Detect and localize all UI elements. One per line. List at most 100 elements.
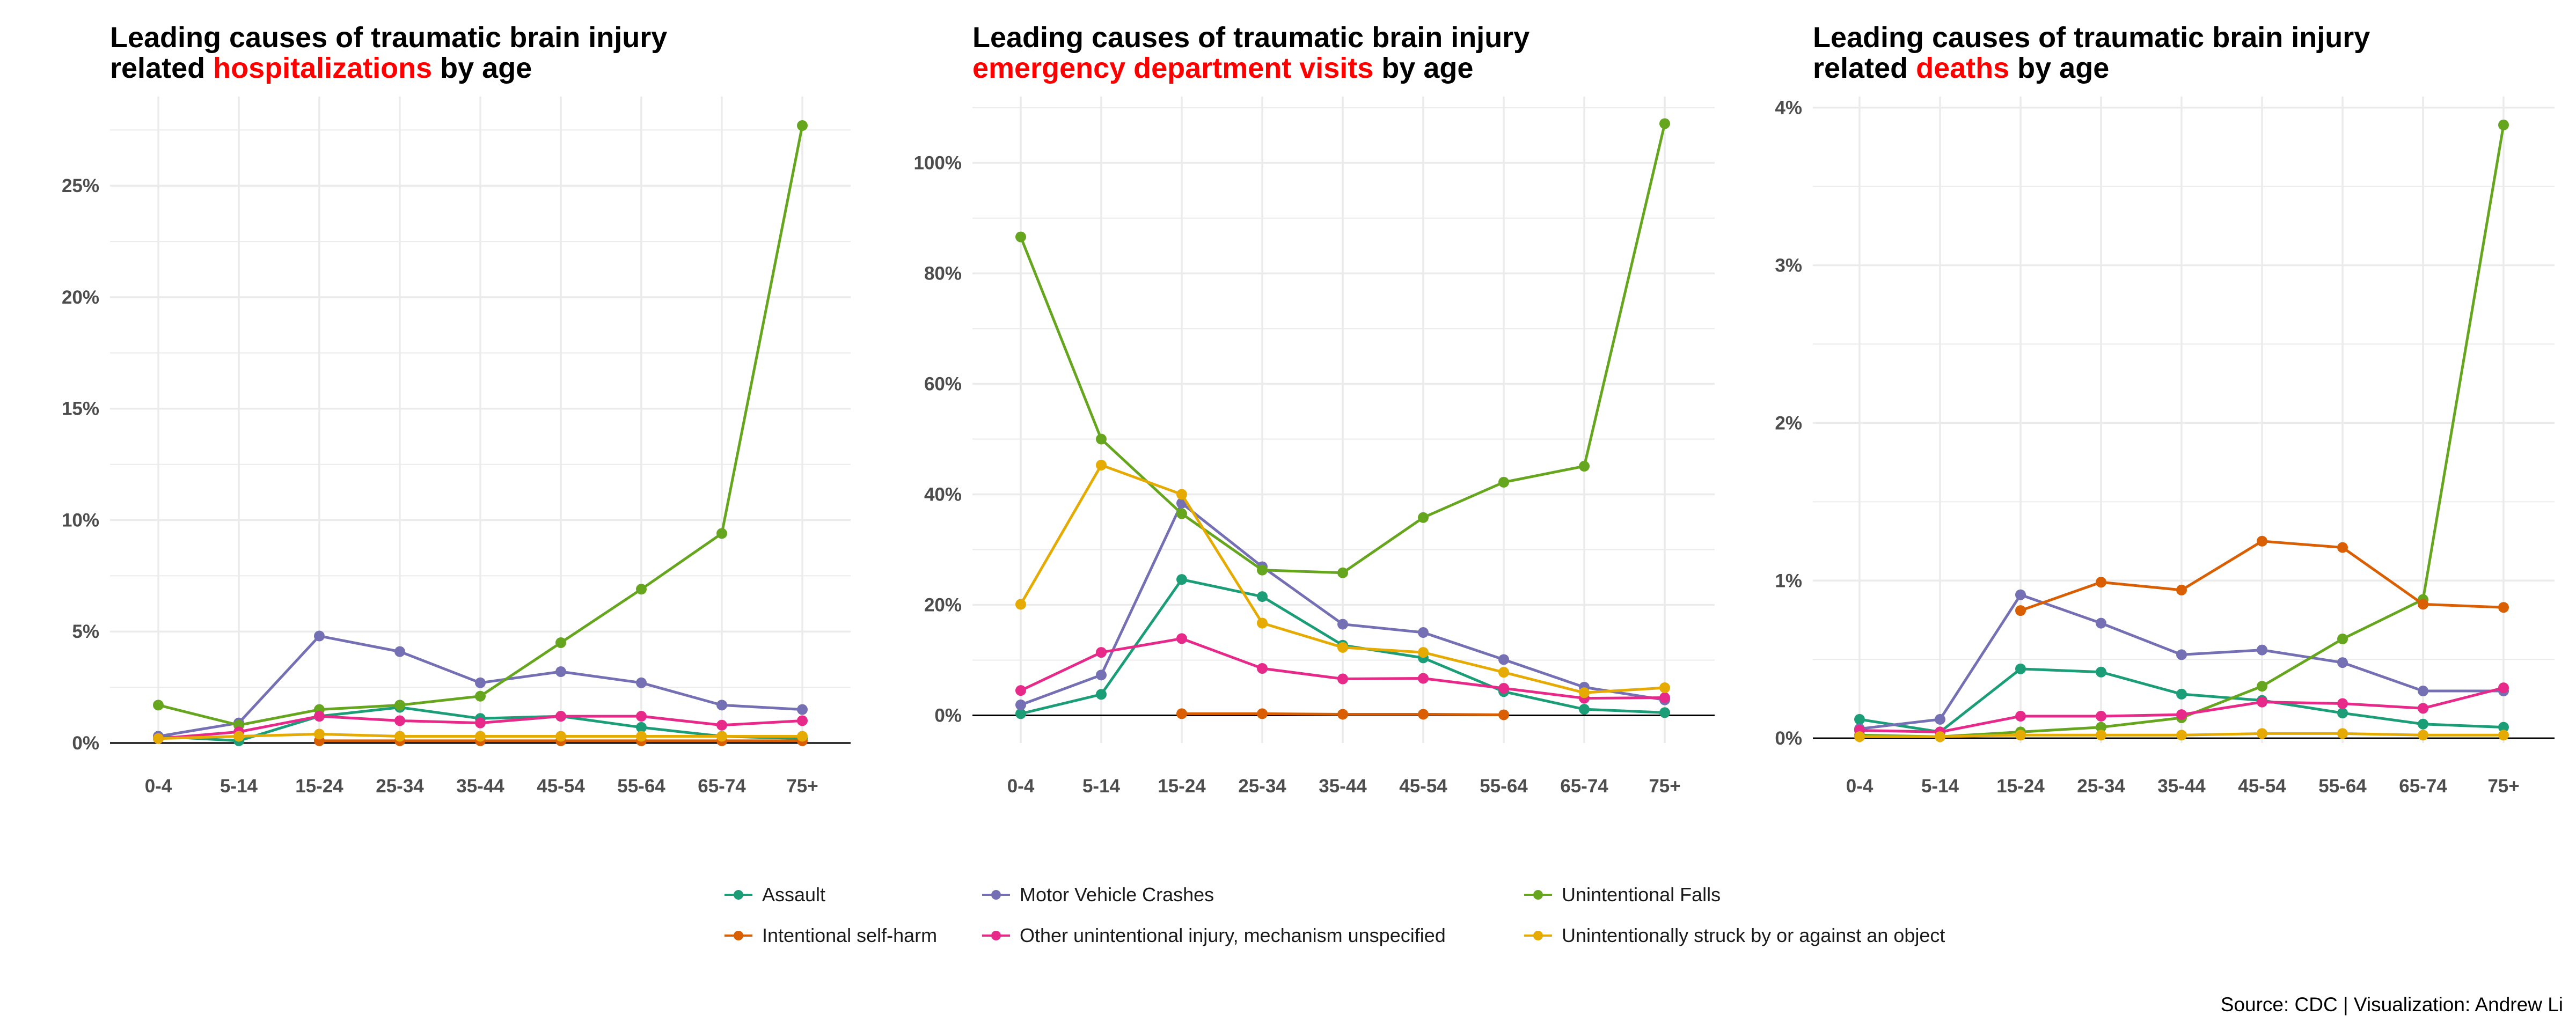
y-tick-label: 3% [1775,255,1802,276]
data-point [1176,489,1187,500]
legend-key-motor-vehicle-crashes [982,884,1010,906]
data-point [314,630,325,642]
x-tick-label: 5-14 [220,776,258,797]
x-tick-label: 15-24 [1158,776,1206,797]
legend-item-struck-by-object: Unintentionally struck by or against an … [1524,915,1996,956]
x-tick-label: 35-44 [2157,776,2206,797]
y-tick-label: 10% [62,510,99,531]
data-point [153,700,164,711]
panel-hospitalizations: Leading causes of traumatic brain injury… [62,21,851,797]
data-point [394,646,405,657]
x-tick-label: 0-4 [1007,776,1035,797]
y-tick-label: 15% [62,399,99,420]
data-point [2096,711,2106,722]
data-point [1337,673,1348,685]
y-tick-label: 20% [924,595,962,616]
series-assault [1015,574,1670,719]
x-tick-label: 65-74 [1560,776,1608,797]
legend-label: Intentional self-harm [762,924,938,946]
data-point [1015,599,1026,610]
plot-area-emergency-visits: 0% 20% 40% 60% 80% 100% 0-4 5-14 15-24 25-34 35-44… [913,97,1715,797]
legend-key-intentional-self-harm [724,925,752,946]
legend-item-intentional-self-harm: Intentional self-harm [724,915,982,956]
data-point [1418,647,1429,658]
data-point [797,731,808,742]
data-point [636,722,647,733]
data-point [2418,686,2428,697]
data-point [1096,670,1107,681]
data-point [1337,619,1348,630]
panel-title-line1: Leading causes of traumatic brain injury [1813,21,2370,54]
x-tick-label: 35-44 [1319,776,1367,797]
x-tick-label: 55-64 [2318,776,2367,797]
x-tick-label: 75+ [1649,776,1680,797]
panel-deaths: Leading causes of traumatic brain injury… [1775,21,2555,797]
legend-label: Other unintentional injury, mechanism un… [1020,924,1446,946]
data-point [2498,682,2509,694]
x-tick-label: 45-54 [1399,776,1447,797]
data-point [1015,708,1026,719]
data-point [1854,713,1865,725]
x-tick-label: 45-54 [537,776,585,797]
legend-label: Motor Vehicle Crashes [1020,884,1214,906]
data-point [1579,704,1590,715]
data-point [797,715,808,726]
legend-key-unintentional-falls [1524,884,1552,906]
data-point [2257,696,2267,708]
data-point [1257,708,1268,719]
legend-item-unintentional-falls: Unintentional Falls [1524,874,1996,915]
data-point [2498,722,2509,733]
data-point [636,677,647,688]
data-point [2176,688,2187,700]
data-point [314,729,325,740]
data-point [1257,564,1268,576]
data-point [1418,512,1429,523]
data-point [1096,433,1107,445]
x-tick-label: 75+ [786,776,818,797]
data-point [716,528,727,539]
data-point [2418,703,2428,714]
series-unintentionally-struck-by-or-against-an-object [153,729,808,744]
data-point [716,700,727,711]
series-motor-vehicle-crashes [1854,589,2509,734]
data-point [2015,730,2026,741]
data-point [1337,642,1348,653]
data-point [2418,718,2428,730]
legend-item-assault: Assault [724,874,982,915]
x-tick-label: 65-74 [698,776,746,797]
x-tick-label: 25-34 [1238,776,1286,797]
data-point [1176,633,1187,644]
data-point [636,584,647,595]
data-point [636,731,647,742]
plot-area-deaths: 0% 1% 2% 3% 4% 0-4 5-14 15-24 25-34 35-44 45-54 55-… [1775,97,2555,797]
plot-area-hospitalizations: 0% 5% 10% 15% 20% 25% 0-4 5-14 15-24 25-34 35-44 45… [62,97,851,797]
legend-key-assault [724,884,752,906]
data-point [153,733,164,744]
data-point [2337,698,2348,709]
data-point [1498,709,1509,720]
data-point [797,120,808,131]
data-point [1498,667,1509,678]
gridlines [110,97,851,744]
y-tick-label: 25% [62,175,99,196]
data-point [636,711,647,722]
data-point [2176,584,2187,595]
data-point [1096,689,1107,700]
y-tick-label: 0% [1775,728,1802,749]
data-point [1498,654,1509,665]
data-point [2096,730,2106,741]
data-point [314,711,325,722]
data-point [1935,731,1945,742]
data-point [2257,644,2267,656]
data-point [2418,730,2428,741]
x-tick-label: 15-24 [1996,776,2045,797]
data-point [2418,599,2428,610]
data-point [1659,707,1670,718]
legend-label: Assault [762,884,826,906]
series-intentional-self-harm [2015,535,2509,616]
series-unintentional-falls [153,120,808,731]
data-point [716,731,727,742]
x-tick-label: 5-14 [1082,776,1121,797]
y-tick-label: 0% [934,705,962,726]
